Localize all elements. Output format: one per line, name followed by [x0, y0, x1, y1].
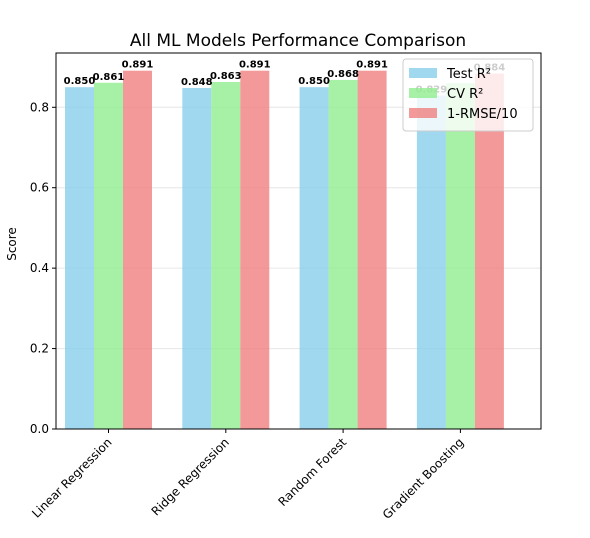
bar	[65, 87, 94, 429]
bar-value-label: 0.863	[210, 71, 242, 82]
bar-value-label: 0.861	[93, 72, 125, 83]
legend: Test R² CV R² 1-RMSE/10	[402, 58, 534, 132]
bar	[416, 95, 446, 429]
y-tick-label: 0.8	[30, 100, 49, 114]
bar-value-label: 0.848	[181, 77, 213, 88]
chart-title: All ML Models Performance Comparison	[130, 31, 466, 51]
x-tick-label: Ridge Regression	[149, 435, 232, 518]
bar	[328, 79, 358, 430]
legend-label: 1-RMSE/10	[447, 107, 518, 122]
bar	[357, 70, 387, 429]
y-tick-label: 0.4	[30, 261, 49, 275]
legend-label: Test R²	[446, 67, 491, 82]
plot-frame	[55, 52, 542, 430]
bar	[299, 87, 329, 429]
bar-value-label: 0.850	[298, 76, 330, 87]
bar	[94, 82, 123, 429]
bar	[445, 83, 475, 429]
x-tick-label: Gradient Boosting	[380, 435, 467, 522]
bar	[474, 73, 504, 429]
bar-value-label: 0.850	[64, 76, 96, 87]
y-tick-label: 0.2	[30, 342, 49, 356]
x-tick-label: Random Forest	[275, 435, 349, 509]
legend-swatch	[409, 88, 437, 98]
bar	[182, 87, 212, 430]
bar-value-label: 0.891	[356, 60, 388, 71]
bar	[240, 70, 270, 429]
bars	[65, 70, 504, 430]
bar-value-label: 0.868	[327, 69, 359, 80]
legend-label: CV R²	[447, 87, 483, 102]
bar-value-label: 0.891	[122, 60, 154, 71]
legend-swatch	[409, 108, 437, 118]
bar-value-label: 0.891	[239, 60, 271, 71]
legend-swatch	[409, 68, 437, 78]
y-tick-label: 0.0	[30, 422, 49, 436]
bar	[123, 70, 152, 429]
bar	[211, 81, 241, 429]
y-tick-label: 0.6	[30, 181, 49, 195]
y-axis-label: Score	[5, 227, 19, 261]
x-tick-label: Linear Regression	[29, 435, 114, 520]
